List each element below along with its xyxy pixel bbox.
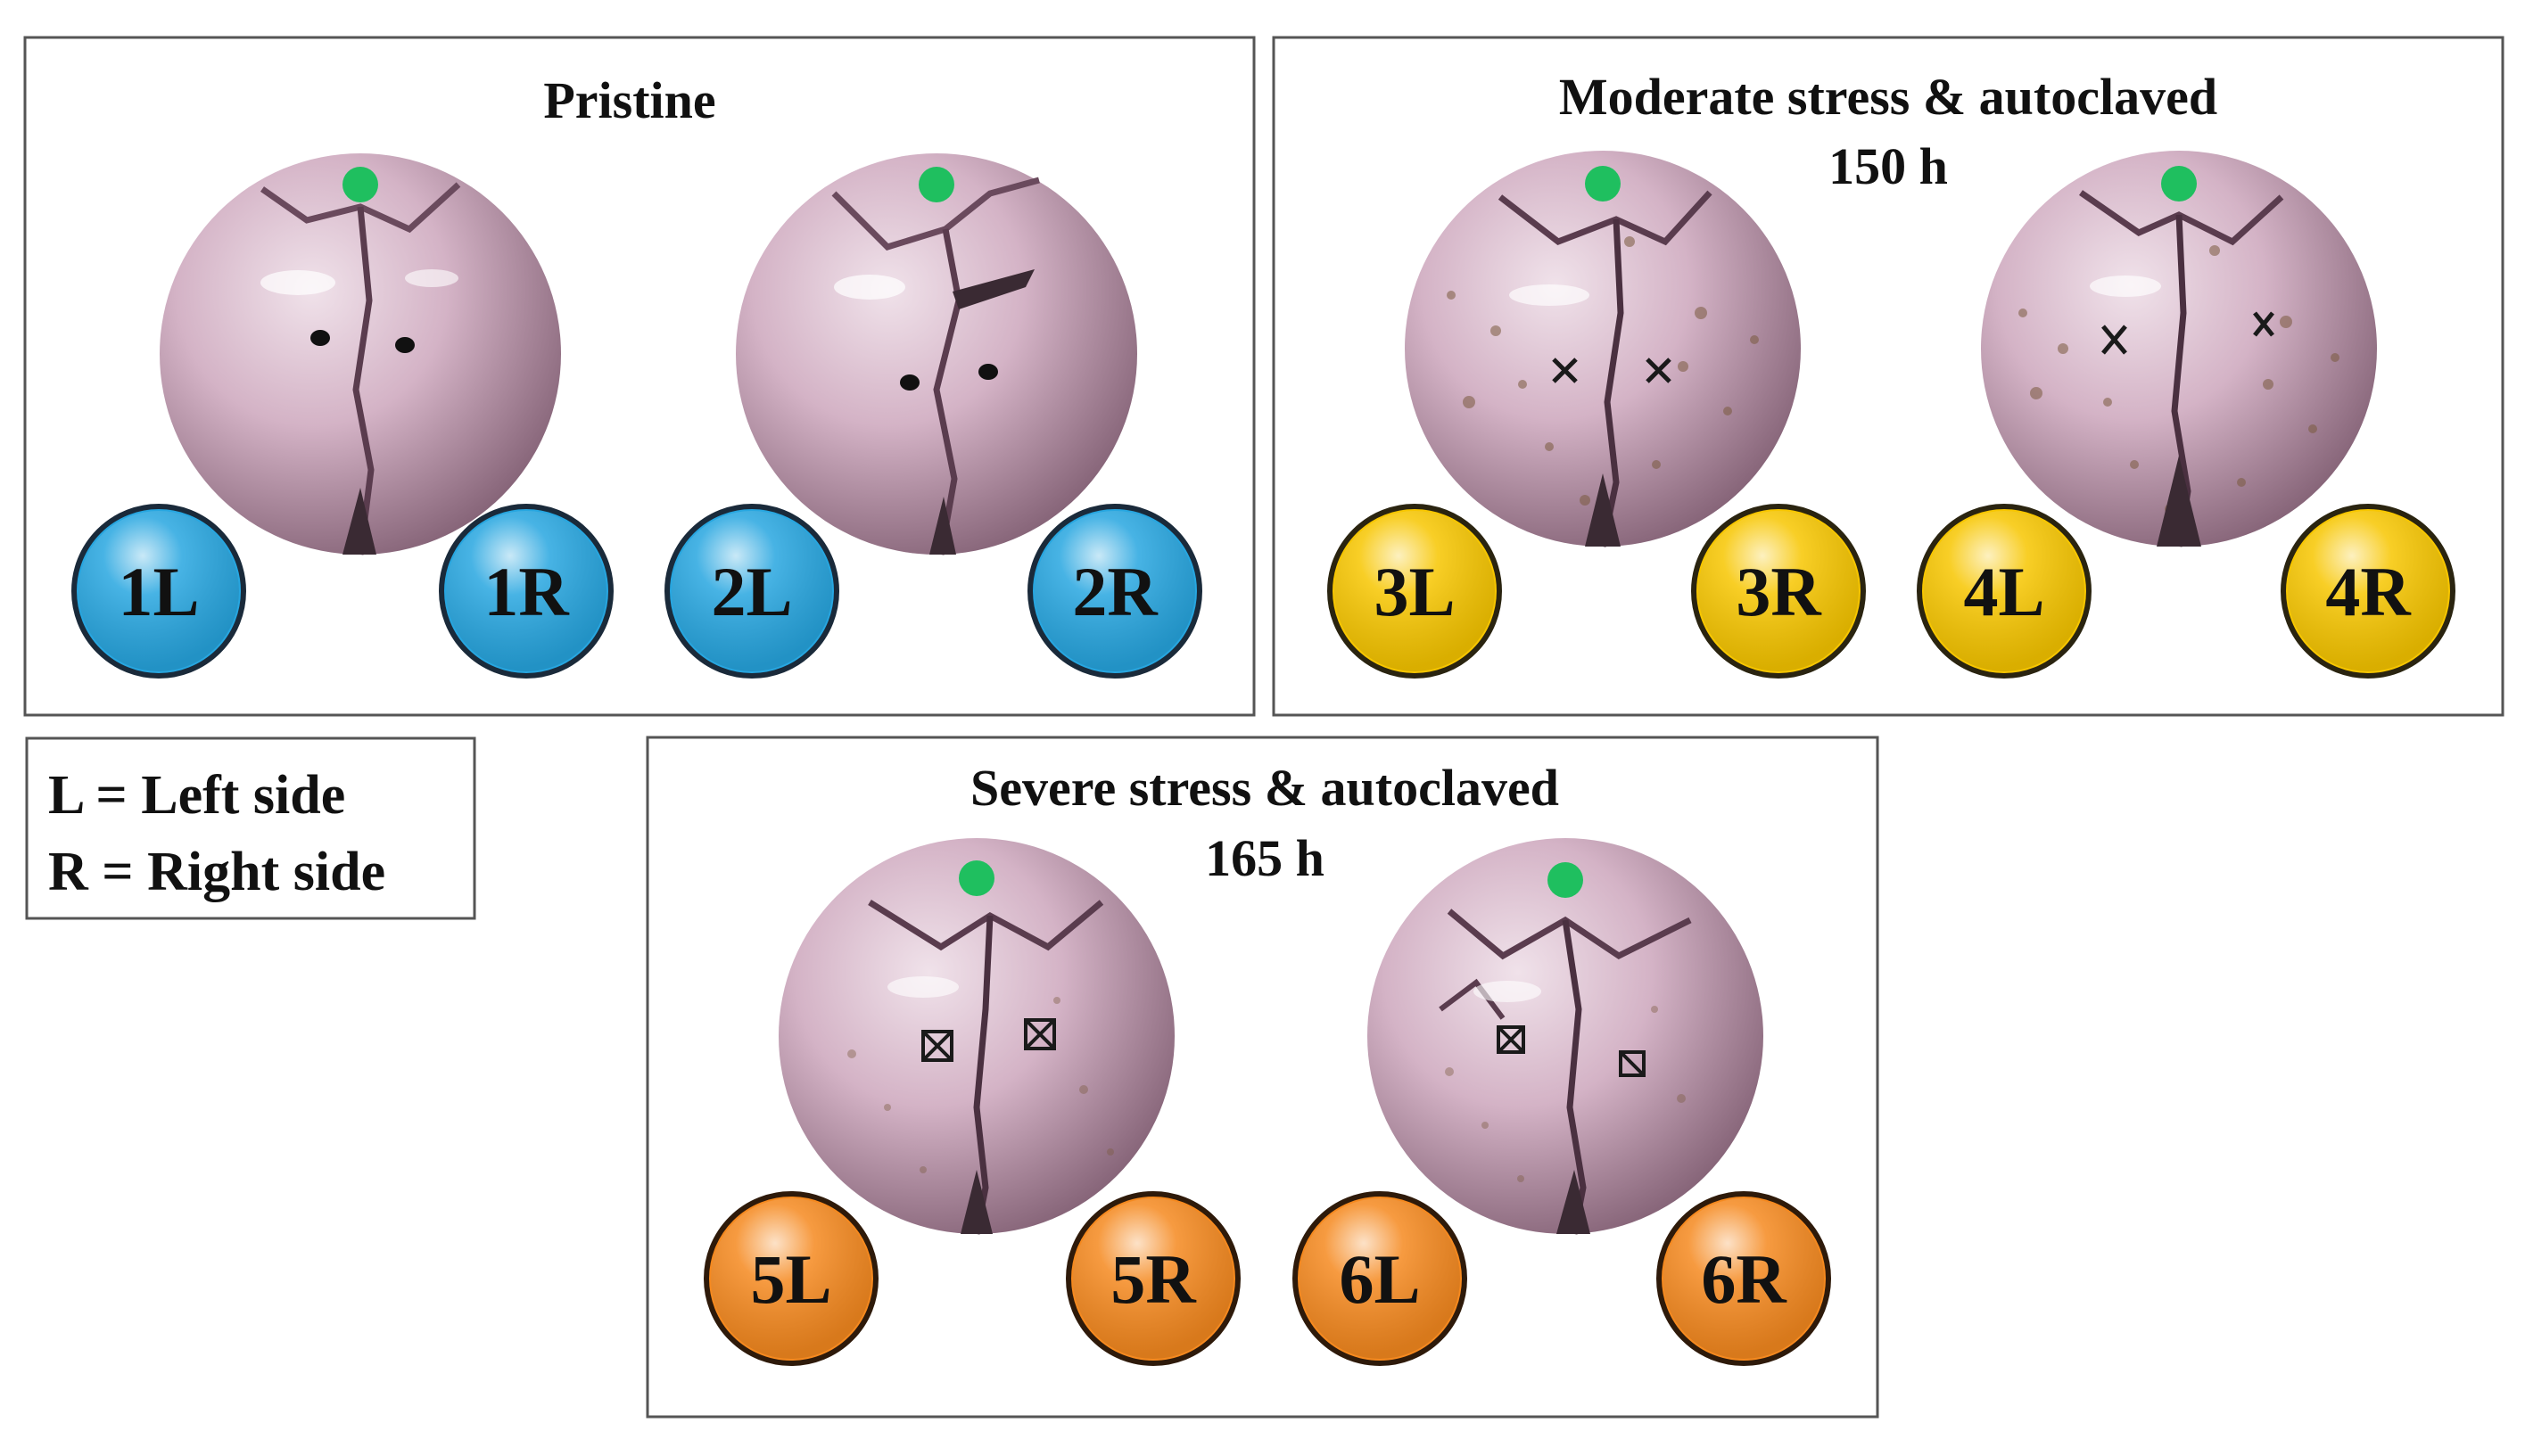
sample-marks [310, 330, 415, 353]
sample-ball [160, 153, 561, 555]
sample-marks [900, 364, 998, 391]
badge-5L: 5L [704, 1191, 879, 1366]
badge-1L: 1L [71, 504, 246, 679]
badge-label: 3L [1374, 553, 1455, 630]
sample-ball [1367, 838, 1763, 1235]
sample-marks [921, 1018, 1056, 1062]
badge-label: 4L [1963, 553, 2044, 630]
panel-pristine: Pristine [23, 36, 1256, 717]
badge-label: 4R [2325, 553, 2412, 630]
panel-severe: Severe stress & autoclaved 165 h [646, 736, 1879, 1419]
badge-5R: 5R [1066, 1191, 1241, 1366]
green-marker-dot [919, 167, 954, 202]
badge-1R: 1R [439, 504, 614, 679]
sample-ball [1981, 151, 2377, 547]
badge-label: 6L [1339, 1240, 1420, 1318]
badge-label: 5R [1110, 1240, 1197, 1318]
legend-left-side: L = Left side [48, 765, 345, 826]
badge-label: 1L [118, 553, 199, 630]
legend: L = Left side R = Right side [25, 736, 476, 920]
sample-ball [736, 153, 1137, 555]
badge-label: 5L [750, 1240, 831, 1318]
sample-ball [779, 838, 1175, 1235]
badge-3R: 3R [1691, 504, 1866, 679]
badge-2L: 2L [664, 504, 839, 679]
green-marker-dot [959, 860, 994, 896]
sample-marks [2101, 311, 2274, 355]
green-marker-dot [2161, 166, 2197, 202]
badge-label: 1R [483, 553, 570, 630]
legend-frame [25, 736, 476, 920]
badge-label: 2R [1072, 553, 1159, 630]
badge-6R: 6R [1656, 1191, 1831, 1366]
panel-subtitle: 165 h [1205, 829, 1324, 887]
badge-6L: 6L [1292, 1191, 1467, 1366]
panel-subtitle: 150 h [1828, 137, 1948, 195]
sample-ball [1405, 151, 1801, 547]
panel-title: Moderate stress & autoclaved [1559, 68, 2217, 126]
panel-title: Pristine [543, 71, 715, 129]
panel-moderate: Moderate stress & autoclaved 150 h [1272, 36, 2504, 717]
badge-label: 6R [1701, 1240, 1787, 1318]
sample-marks [1552, 358, 1671, 383]
badge-4L: 4L [1917, 504, 2092, 679]
sample-marks [1497, 1025, 1646, 1077]
badge-4R: 4R [2281, 504, 2455, 679]
green-marker-dot [1547, 862, 1583, 898]
panel-title: Severe stress & autoclaved [970, 759, 1559, 817]
green-marker-dot [1585, 166, 1621, 202]
badge-3L: 3L [1327, 504, 1502, 679]
green-marker-dot [342, 167, 378, 202]
badge-label: 2L [711, 553, 792, 630]
badge-2R: 2R [1027, 504, 1202, 679]
badge-label: 3R [1736, 553, 1822, 630]
legend-right-side: R = Right side [48, 842, 385, 902]
